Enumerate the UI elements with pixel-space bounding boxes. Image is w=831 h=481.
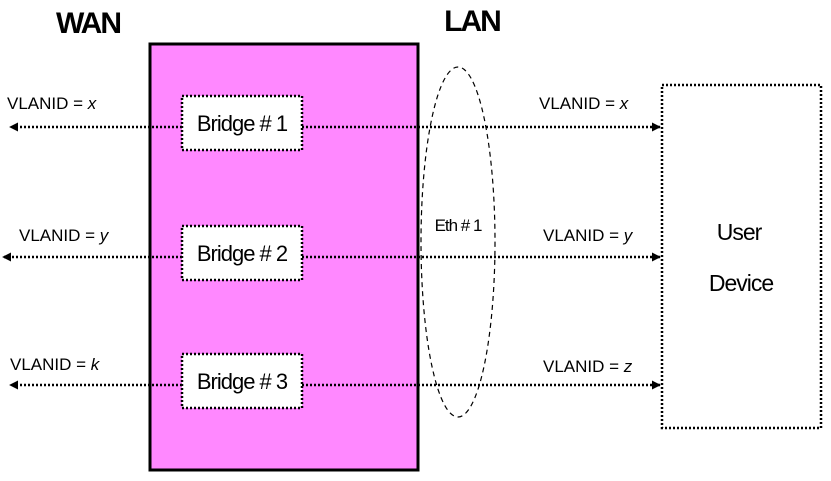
ethernet-port-ellipse bbox=[420, 66, 496, 418]
bridge-3-label: Bridge # 3 bbox=[197, 369, 288, 394]
wan-heading: WAN bbox=[56, 7, 120, 40]
wan-vlan-prefix-3: VLANID = bbox=[10, 355, 91, 374]
lan-vlan-var-1: x bbox=[619, 94, 629, 113]
bridge-2-label: Bridge # 2 bbox=[197, 241, 288, 266]
lan-vlan-label-2: VLANID = y bbox=[543, 226, 634, 245]
user-device-label-line1: User bbox=[717, 219, 763, 245]
wan-vlan-var-2: y bbox=[99, 226, 110, 245]
bridge-row-2: Bridge # 2 VLANID = y VLANID = y bbox=[2, 224, 661, 282]
bridge-2-box bbox=[180, 224, 304, 282]
ethernet-port-label: Eth # 1 bbox=[435, 216, 482, 235]
wan-vlan-label-3: VLANID = k bbox=[10, 355, 101, 374]
bridge-row-1: Bridge # 1 VLANID = x VLANID = x bbox=[7, 94, 661, 152]
bridge-1-box bbox=[180, 94, 304, 152]
lan-vlan-prefix-3: VLANID = bbox=[543, 357, 624, 376]
wan-vlan-var-3: k bbox=[91, 355, 101, 374]
user-device-box bbox=[660, 83, 823, 430]
lan-vlan-label-1: VLANID = x bbox=[539, 94, 629, 113]
wan-vlan-prefix-1: VLANID = bbox=[7, 94, 88, 113]
lan-heading: LAN bbox=[444, 5, 500, 38]
lan-vlan-var-3: z bbox=[623, 357, 633, 376]
user-device-label-line2: Device bbox=[709, 270, 774, 296]
lan-vlan-label-3: VLANID = z bbox=[543, 357, 633, 376]
wan-vlan-label-2: VLANID = y bbox=[19, 226, 110, 245]
wan-vlan-var-1: x bbox=[87, 94, 97, 113]
lan-vlan-prefix-2: VLANID = bbox=[543, 226, 624, 245]
wan-vlan-label-1: VLANID = x bbox=[7, 94, 97, 113]
bridge-row-3: Bridge # 3 VLANID = k VLANID = z bbox=[9, 352, 661, 410]
bridge-1-label: Bridge # 1 bbox=[197, 111, 288, 136]
lan-vlan-prefix-1: VLANID = bbox=[539, 94, 620, 113]
bridge-3-box bbox=[180, 352, 304, 410]
wan-vlan-prefix-2: VLANID = bbox=[19, 226, 100, 245]
lan-vlan-var-2: y bbox=[623, 226, 634, 245]
